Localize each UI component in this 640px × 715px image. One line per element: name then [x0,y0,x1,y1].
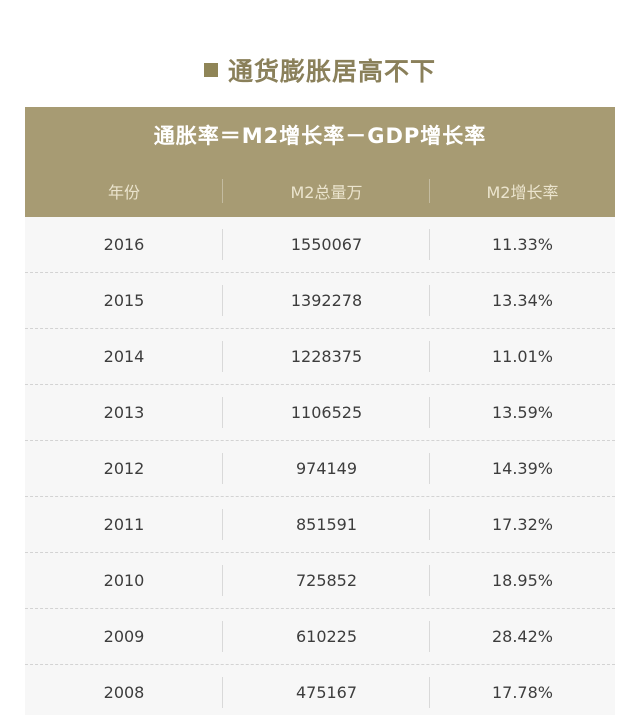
m2-growth-cell: 13.34% [491,291,553,310]
m2-growth-cell: 17.32% [491,515,553,534]
year-cell: 2012 [25,441,223,496]
table-banner: 通胀率＝M2增长率－GDP增长率 年份 M2总量万 M2增长率 [25,107,615,217]
table-body: 2016 1550067 11.33% 2015 1392278 13.34% … [25,217,615,715]
year-cell: 2011 [25,497,223,552]
m2-growth-cell: 13.59% [491,403,553,422]
year-cell: 2009 [25,609,223,664]
year-cell: 2016 [25,217,223,272]
m2-total-cell: 1106525 [223,385,430,440]
table-row: 2012 974149 14.39% [25,441,615,497]
m2-growth-cell: 17.78% [491,683,553,702]
m2-growth-cell: 28.42% [491,627,553,646]
page-heading: 通货膨胀居高不下 [0,50,640,90]
year-cell: 2010 [25,553,223,608]
m2-total-cell: 725852 [223,553,430,608]
m2-growth-cell: 11.33% [491,235,553,254]
m2-growth-table: 通胀率＝M2增长率－GDP增长率 年份 M2总量万 M2增长率 2016 155… [25,107,615,715]
square-bullet-icon [203,63,218,77]
year-cell: 2015 [25,273,223,328]
column-header-m2-growth: M2增长率 [486,183,559,202]
year-cell: 2008 [25,665,223,715]
m2-total-cell: 1228375 [223,329,430,384]
table-title: 通胀率＝M2增长率－GDP增长率 [153,124,487,148]
table-row: 2011 851591 17.32% [25,497,615,553]
m2-total-cell: 1550067 [223,217,430,272]
m2-total-cell: 610225 [223,609,430,664]
m2-total-cell: 475167 [223,665,430,715]
m2-growth-cell: 18.95% [491,571,553,590]
m2-growth-cell: 14.39% [491,459,553,478]
column-header-year: 年份 [25,165,223,217]
year-cell: 2013 [25,385,223,440]
m2-total-cell: 851591 [223,497,430,552]
table-row: 2014 1228375 11.01% [25,329,615,385]
m2-growth-cell: 11.01% [491,347,553,366]
table-row: 2015 1392278 13.34% [25,273,615,329]
page-title: 通货膨胀居高不下 [227,57,436,86]
m2-total-cell: 974149 [223,441,430,496]
table-row: 2009 610225 28.42% [25,609,615,665]
m2-total-cell: 1392278 [223,273,430,328]
table-row: 2013 1106525 13.59% [25,385,615,441]
year-cell: 2014 [25,329,223,384]
column-header-m2-total: M2总量万 [223,165,430,217]
table-row: 2008 475167 17.78% [25,665,615,715]
table-row: 2010 725852 18.95% [25,553,615,609]
table-header-row: 年份 M2总量万 M2增长率 [25,165,615,217]
table-row: 2016 1550067 11.33% [25,217,615,273]
